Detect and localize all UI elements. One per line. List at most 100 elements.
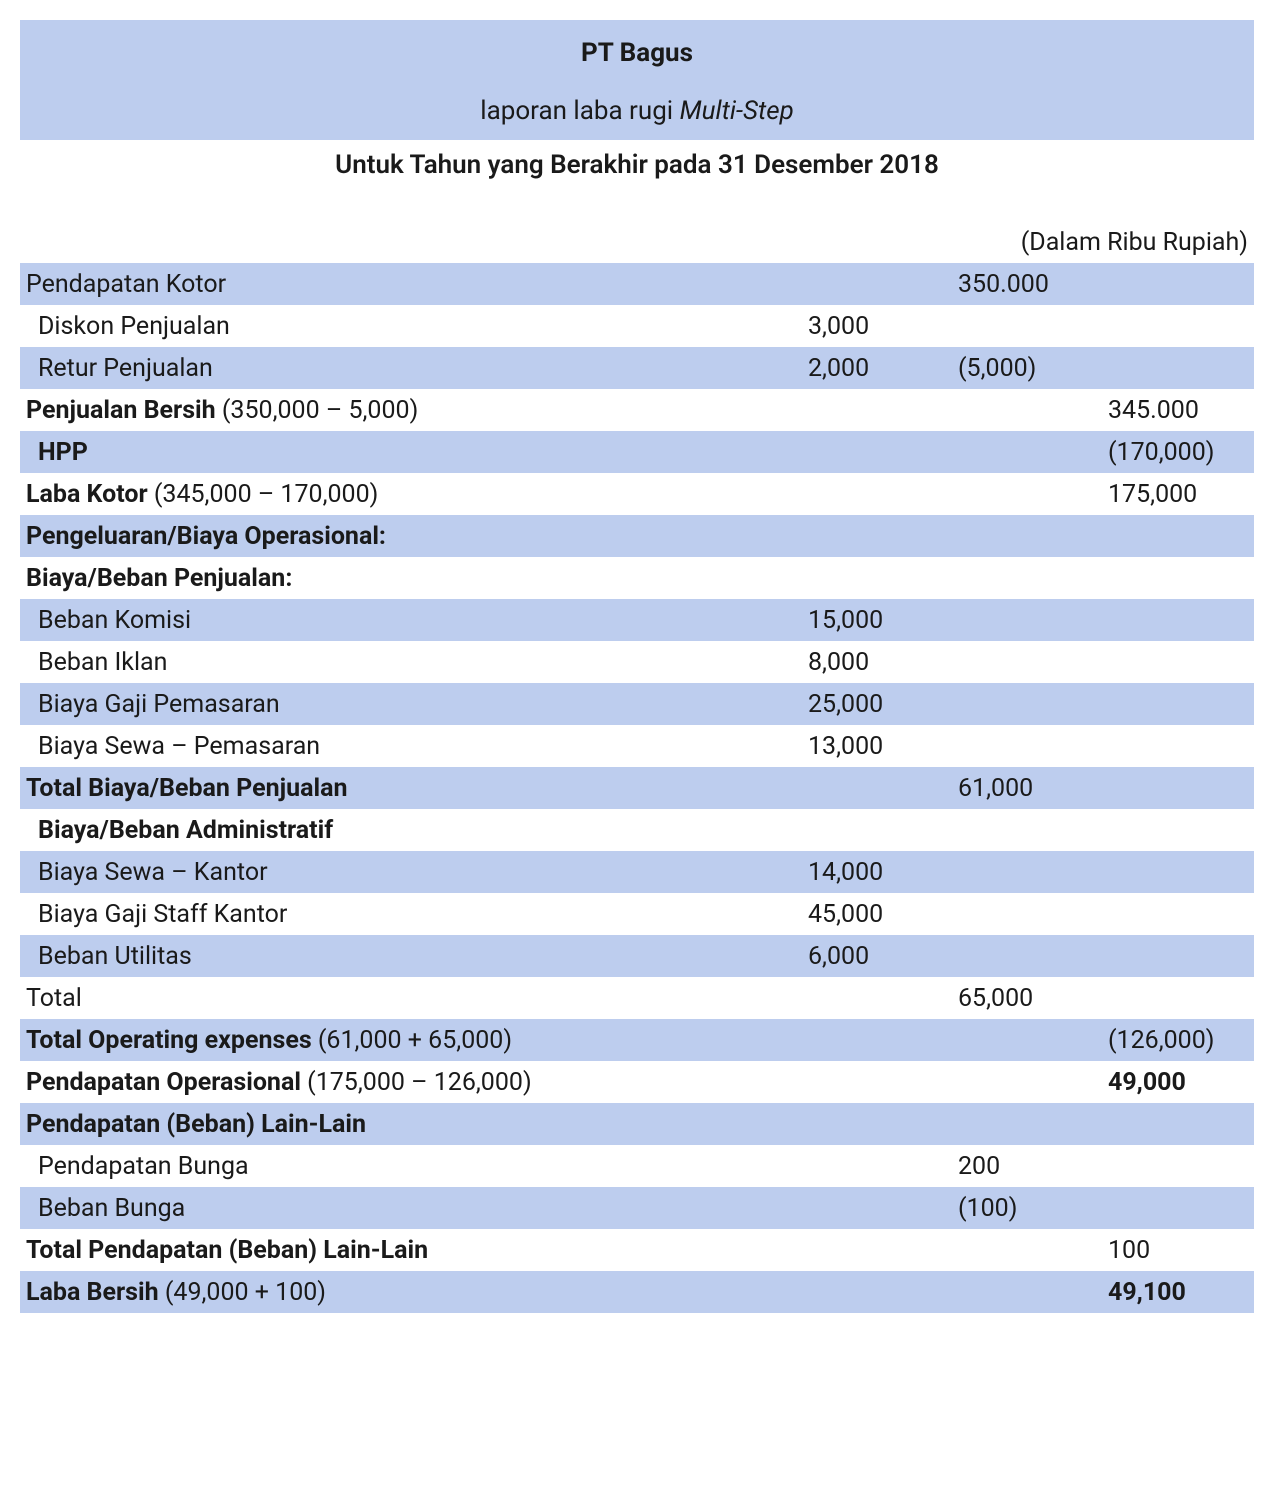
row-col2: 45,000 — [804, 893, 954, 935]
row-col3 — [954, 683, 1104, 725]
row-col2 — [804, 1271, 954, 1313]
row-label: Retur Penjualan — [20, 347, 804, 389]
row-col4: 49,000 — [1104, 1061, 1254, 1103]
table-row: Pendapatan Bunga200 — [20, 1145, 1254, 1187]
table-row: Pendapatan Kotor350.000 — [20, 263, 1254, 305]
row-col4 — [1104, 725, 1254, 767]
row-label: Biaya/Beban Administratif — [20, 809, 804, 851]
header-block: PT Bagus laporan laba rugi Multi-Step — [20, 20, 1254, 140]
table-row: Biaya Sewa – Pemasaran13,000 — [20, 725, 1254, 767]
row-label: Pengeluaran/Biaya Operasional: — [20, 515, 804, 557]
row-col2 — [804, 1103, 954, 1145]
row-col3 — [954, 599, 1104, 641]
row-col3 — [954, 1019, 1104, 1061]
row-col3 — [954, 389, 1104, 431]
table-row: Biaya Gaji Staff Kantor45,000 — [20, 893, 1254, 935]
row-col3 — [954, 473, 1104, 515]
row-col2 — [804, 1061, 954, 1103]
row-label: Laba Kotor (345,000 – 170,000) — [20, 473, 804, 515]
income-table: Pendapatan Kotor350.000Diskon Penjualan3… — [20, 263, 1254, 1313]
row-label: Laba Bersih (49,000 + 100) — [20, 1271, 804, 1313]
table-row: HPP (170,000) — [20, 431, 1254, 473]
row-label: Total Biaya/Beban Penjualan — [20, 767, 804, 809]
table-row: Laba Bersih (49,000 + 100) 49,100 — [20, 1271, 1254, 1313]
table-row: Beban Iklan8,000 — [20, 641, 1254, 683]
row-col4 — [1104, 1103, 1254, 1145]
row-label: Biaya Sewa – Kantor — [20, 851, 804, 893]
row-label: HPP — [20, 431, 804, 473]
row-col4 — [1104, 305, 1254, 347]
row-col2: 15,000 — [804, 599, 954, 641]
report-type-italic: Multi-Step — [680, 96, 794, 126]
row-col4 — [1104, 851, 1254, 893]
row-col2 — [804, 557, 954, 599]
row-col2: 25,000 — [804, 683, 954, 725]
row-col2 — [804, 431, 954, 473]
row-label: Total Operating expenses (61,000 + 65,00… — [20, 1019, 804, 1061]
row-col4 — [1104, 935, 1254, 977]
row-label: Beban Iklan — [20, 641, 804, 683]
row-col3: (5,000) — [954, 347, 1104, 389]
row-col3: 65,000 — [954, 977, 1104, 1019]
table-row: Penjualan Bersih (350,000 – 5,000)345.00… — [20, 389, 1254, 431]
row-col3 — [954, 557, 1104, 599]
row-col3 — [954, 515, 1104, 557]
table-row: Pengeluaran/Biaya Operasional: — [20, 515, 1254, 557]
row-col3 — [954, 893, 1104, 935]
row-col2 — [804, 389, 954, 431]
row-col3 — [954, 641, 1104, 683]
table-row: Total Biaya/Beban Penjualan 61,000 — [20, 767, 1254, 809]
row-col2 — [804, 1145, 954, 1187]
row-label: Biaya Gaji Staff Kantor — [20, 893, 804, 935]
row-col2 — [804, 977, 954, 1019]
row-col2: 2,000 — [804, 347, 954, 389]
row-col4 — [1104, 641, 1254, 683]
row-col3 — [954, 725, 1104, 767]
row-col2 — [804, 263, 954, 305]
row-col2: 3,000 — [804, 305, 954, 347]
row-col4 — [1104, 809, 1254, 851]
row-col3: 61,000 — [954, 767, 1104, 809]
table-row: Retur Penjualan2,000(5,000) — [20, 347, 1254, 389]
row-col2: 8,000 — [804, 641, 954, 683]
row-col4: 100 — [1104, 1229, 1254, 1271]
row-col3 — [954, 935, 1104, 977]
table-row: Total Pendapatan (Beban) Lain-Lain 100 — [20, 1229, 1254, 1271]
row-col3: 200 — [954, 1145, 1104, 1187]
table-row: Biaya/Beban Administratif — [20, 809, 1254, 851]
row-col4 — [1104, 1145, 1254, 1187]
row-col4 — [1104, 599, 1254, 641]
unit-note: (Dalam Ribu Rupiah) — [20, 224, 1254, 263]
row-label: Pendapatan Operasional (175,000 – 126,00… — [20, 1061, 804, 1103]
table-row: Beban Utilitas6,000 — [20, 935, 1254, 977]
row-col2 — [804, 809, 954, 851]
row-col3 — [954, 305, 1104, 347]
row-col2 — [804, 767, 954, 809]
row-col4 — [1104, 1187, 1254, 1229]
row-col3: (100) — [954, 1187, 1104, 1229]
table-row: Biaya Gaji Pemasaran25,000 — [20, 683, 1254, 725]
table-row: Total Operating expenses (61,000 + 65,00… — [20, 1019, 1254, 1061]
row-col3 — [954, 809, 1104, 851]
table-row: Pendapatan (Beban) Lain-Lain — [20, 1103, 1254, 1145]
table-row: Total65,000 — [20, 977, 1254, 1019]
row-col3 — [954, 431, 1104, 473]
row-col3 — [954, 1103, 1104, 1145]
row-label: Biaya Gaji Pemasaran — [20, 683, 804, 725]
table-row: Beban Bunga(100) — [20, 1187, 1254, 1229]
row-col4: (126,000) — [1104, 1019, 1254, 1061]
row-col4 — [1104, 347, 1254, 389]
row-label: Diskon Penjualan — [20, 305, 804, 347]
row-col4 — [1104, 263, 1254, 305]
row-label: Biaya/Beban Penjualan: — [20, 557, 804, 599]
row-col2 — [804, 473, 954, 515]
row-col4: (170,000) — [1104, 431, 1254, 473]
table-row: Diskon Penjualan3,000 — [20, 305, 1254, 347]
table-row: Beban Komisi15,000 — [20, 599, 1254, 641]
row-col4 — [1104, 515, 1254, 557]
table-row: Pendapatan Operasional (175,000 – 126,00… — [20, 1061, 1254, 1103]
row-label: Pendapatan Kotor — [20, 263, 804, 305]
row-col2: 13,000 — [804, 725, 954, 767]
row-col4: 49,100 — [1104, 1271, 1254, 1313]
row-label: Total Pendapatan (Beban) Lain-Lain — [20, 1229, 804, 1271]
